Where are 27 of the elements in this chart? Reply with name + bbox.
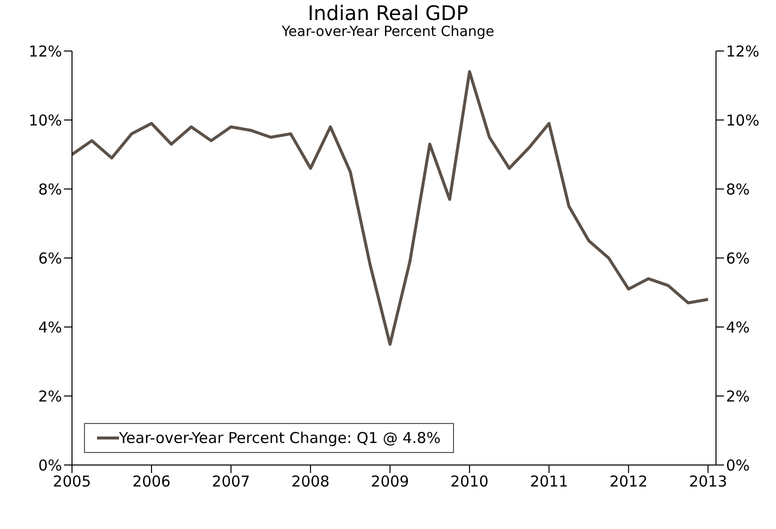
y2-tick-label: 12%: [726, 42, 760, 60]
x-tick-label: 2006: [132, 472, 171, 491]
y2-tick-label: 10%: [726, 111, 760, 130]
x-tick-label: 2005: [52, 472, 92, 491]
y-tick-label: 8%: [38, 180, 62, 198]
y2-tick-label: 0%: [726, 456, 750, 474]
x-tick-label: 2009: [370, 472, 410, 491]
y2-tick-label: 2%: [726, 387, 750, 406]
x-tick-label: 2010: [450, 472, 489, 491]
x-tick-label: 2013: [688, 472, 728, 491]
y-tick-label: 6%: [38, 249, 62, 268]
x-tick-label: 2012: [609, 472, 648, 491]
y2-tick-label: 4%: [726, 318, 750, 336]
y-tick-label: 12%: [28, 42, 62, 60]
y2-tick-label: 8%: [726, 180, 750, 198]
x-tick-label: 2008: [291, 472, 330, 491]
y-tick-label: 10%: [28, 111, 62, 130]
line-series: [72, 70, 710, 346]
chart-title: Indian Real GDP: [306, 0, 470, 25]
y2-tick-label: 6%: [726, 249, 750, 268]
y-tick-label: 0%: [38, 456, 62, 474]
x-tick-label: 2011: [530, 472, 568, 491]
y-tick-label: 2%: [38, 387, 62, 406]
legend-label: Year-over-Year Percent Change: Q1 @ 4.8%: [119, 429, 441, 447]
y-tick-label: 4%: [38, 318, 62, 336]
x-tick-label: 2007: [212, 472, 250, 491]
chart-subtitle: Year-over-Year Percent Change: [280, 24, 496, 41]
